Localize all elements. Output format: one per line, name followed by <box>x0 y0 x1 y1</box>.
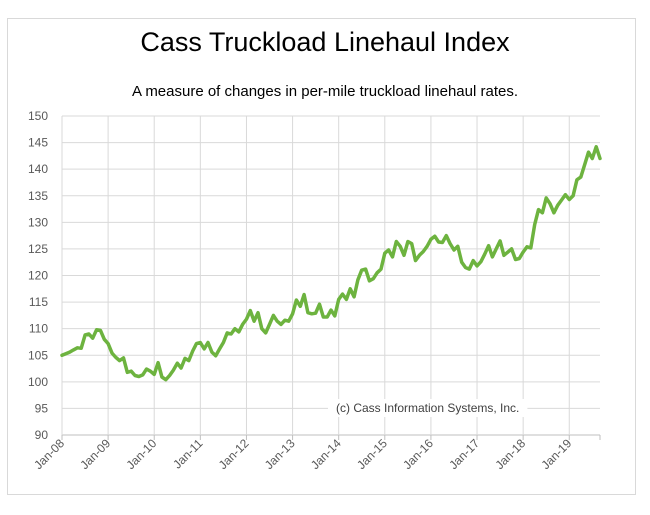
series-group <box>60 145 602 382</box>
chart-subtitle: A measure of changes in per-mile trucklo… <box>131 83 519 100</box>
x-tick-label: Jan-19 <box>539 436 575 472</box>
y-tick-label: 125 <box>28 242 48 256</box>
y-tick-label: 90 <box>35 428 49 442</box>
x-tick-label: Jan-18 <box>492 436 528 472</box>
x-tick-label: Jan-16 <box>400 436 436 472</box>
copyright-annotation: (c) Cass Information Systems, Inc. <box>336 401 519 415</box>
x-tick-label: Jan-10 <box>123 436 159 472</box>
y-tick-label: 130 <box>28 215 48 229</box>
y-tick-label: 140 <box>28 162 48 176</box>
annotation-background <box>328 399 528 417</box>
y-tick-label: 115 <box>29 295 48 309</box>
y-axis-tick-labels: 90 95 100 105 110 115 120 125 130 135 140 145 150 <box>28 109 48 442</box>
x-tick-label: Jan-13 <box>262 436 298 472</box>
y-tick-label: 110 <box>29 322 48 336</box>
y-tick-label: 105 <box>28 348 48 362</box>
x-tick-label: Jan-15 <box>354 436 390 472</box>
y-tick-label: 120 <box>28 269 48 283</box>
chart-frame <box>7 18 636 495</box>
y-tick-label: 150 <box>28 109 48 123</box>
gridlines <box>61 115 601 440</box>
y-tick-label: 100 <box>28 375 48 389</box>
x-tick-label: Jan-11 <box>170 436 205 471</box>
x-tick-label: Jan-17 <box>446 436 482 472</box>
copyright-annotation-group: (c) Cass Information Systems, Inc. <box>328 399 528 417</box>
x-axis-tick-labels: Jan-08 Jan-09 Jan-10 Jan-11 Jan-12 Jan-13 Jan-… <box>31 436 574 472</box>
y-tick-label: 95 <box>35 401 49 415</box>
y-tick-label: 135 <box>28 189 48 203</box>
x-tick-label: Jan-12 <box>216 436 252 472</box>
series-line <box>60 145 602 382</box>
x-tick-label: Jan-09 <box>77 436 113 472</box>
y-tick-label: 145 <box>28 136 48 150</box>
x-tick-label: Jan-14 <box>308 436 344 472</box>
chart-title: Cass Truckload Linehaul Index <box>140 27 510 57</box>
